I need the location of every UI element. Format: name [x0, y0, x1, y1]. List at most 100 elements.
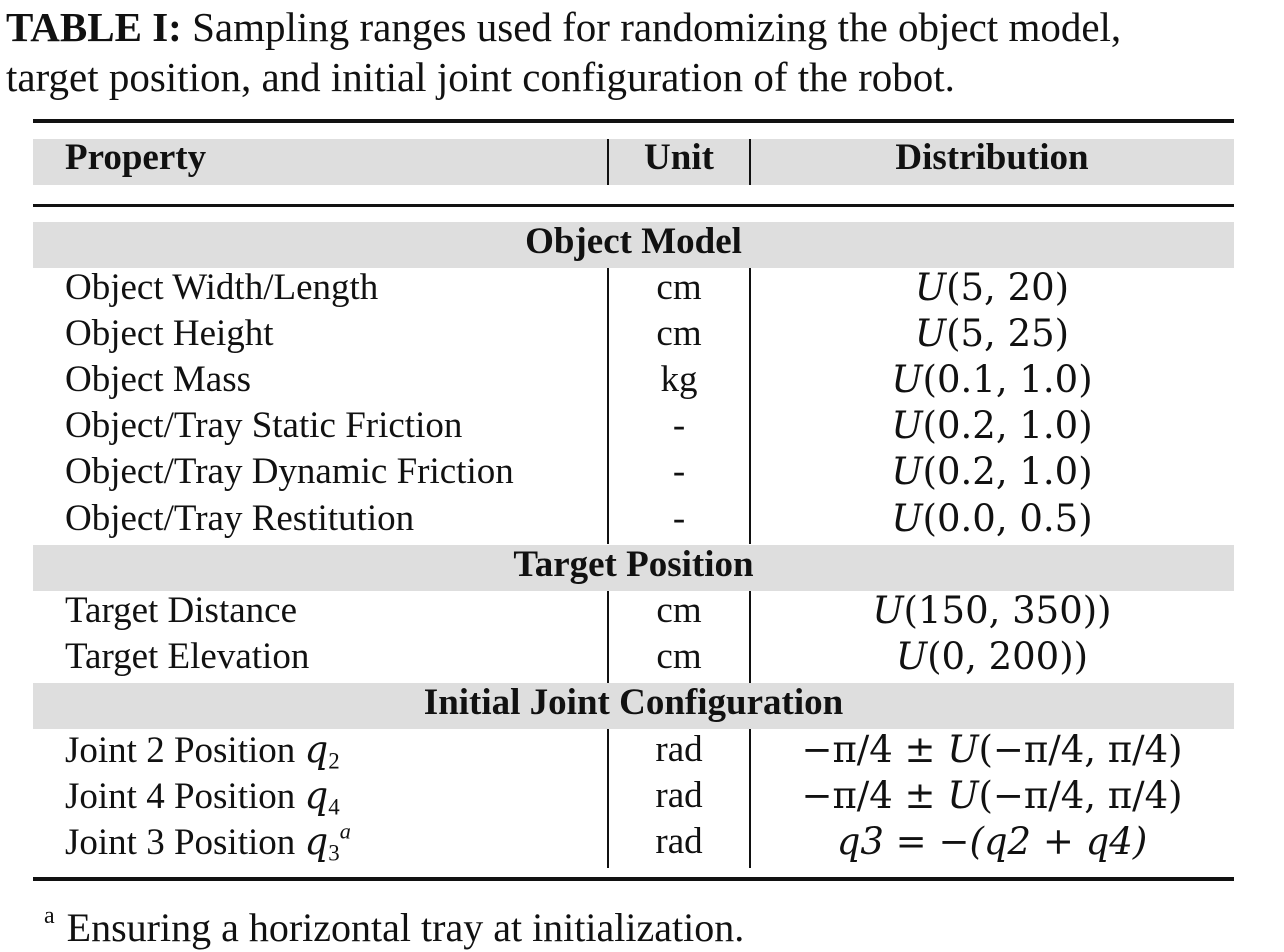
header-divider-1: [607, 139, 609, 185]
table-row: Object/Tray Dynamic Friction - U(0.2, 1.…: [33, 449, 1234, 495]
caption-label: TABLE I:: [6, 4, 182, 50]
cell-unit: rad: [655, 775, 703, 816]
table-caption: TABLE I: Sampling ranges used for random…: [6, 2, 1282, 102]
table-row: Object Width/Length cm U(5, 20): [33, 265, 1234, 311]
footnote-mark: a: [44, 903, 55, 929]
cell-property: Object Mass: [65, 359, 251, 400]
header-distribution: Distribution: [895, 137, 1089, 178]
caption-line-2: target position, and initial joint confi…: [6, 54, 955, 100]
uniform-symbol: U: [895, 635, 928, 678]
cell-property: Object Width/Length: [65, 267, 379, 308]
distribution-prefix: −π/4 ±: [801, 774, 948, 817]
section-title: Target Position: [513, 544, 754, 585]
joint-subscript: 3: [328, 840, 340, 866]
header-row: Property Unit Distribution: [33, 135, 1234, 181]
column-divider-2: [749, 591, 751, 683]
table-row: Object/Tray Restitution - U(0.0, 0.5): [33, 496, 1234, 542]
property-text: Joint 3 Position: [65, 822, 296, 863]
cell-distribution: U(0, 200)): [750, 634, 1234, 680]
distribution-prefix: −π/4 ±: [801, 728, 948, 771]
table-row: Joint 4 Position q4 rad −π/4 ± U(−π/4, π…: [33, 773, 1234, 819]
table-row: Target Elevation cm U(0, 200)): [33, 634, 1234, 680]
cell-distribution: U(0.0, 0.5): [750, 496, 1234, 542]
cell-distribution: U(0.2, 1.0): [750, 403, 1234, 449]
header-divider-2: [749, 139, 751, 185]
cell-property: Object Height: [65, 313, 274, 354]
cell-unit: -: [672, 451, 686, 492]
section-title-initial-joint-configuration: Initial Joint Configuration: [33, 680, 1234, 726]
uniform-symbol: U: [891, 358, 923, 401]
uniform-symbol: U: [914, 266, 947, 309]
header-property: Property: [65, 137, 207, 178]
section-title-target-position: Target Position: [33, 542, 1234, 588]
section-shading-target-position: [33, 545, 1234, 591]
column-divider-2: [749, 729, 751, 868]
cell-unit: -: [672, 498, 686, 539]
top-rule: [33, 119, 1234, 123]
table-row: Joint 2 Position q2 rad −π/4 ± U(−π/4, π…: [33, 727, 1234, 773]
joint-symbol: q: [304, 774, 329, 817]
section-title: Initial Joint Configuration: [423, 682, 844, 723]
uniform-symbol: U: [947, 774, 979, 817]
section-shading-initial-joint-configuration: [33, 683, 1234, 729]
table-row: Target Distance cm U(150, 350)): [33, 588, 1234, 634]
column-divider-1: [607, 729, 609, 868]
cell-distribution: U(0.2, 1.0): [750, 449, 1234, 495]
cell-unit: cm: [656, 636, 702, 677]
table-row: Joint 3 Position q3a rad q3 = −(q2 + q4): [33, 819, 1234, 865]
column-divider-1: [607, 591, 609, 683]
footnote-marker: a: [339, 818, 351, 844]
property-text: Joint 2 Position: [65, 730, 296, 771]
cell-property: Object/Tray Restitution: [65, 498, 415, 539]
cell-property: Joint 3 Position q3a: [65, 819, 351, 865]
cell-unit: cm: [656, 267, 702, 308]
header-unit: Unit: [644, 137, 714, 178]
table-row: Object Height cm U(5, 25): [33, 311, 1234, 357]
section-title: Object Model: [525, 221, 742, 262]
column-divider-2: [749, 268, 751, 544]
cell-distribution: −π/4 ± U(−π/4, π/4): [750, 773, 1234, 819]
cell-property: Target Elevation: [65, 636, 310, 677]
cell-unit: rad: [655, 729, 703, 770]
distribution-args: (0.2, 1.0): [922, 404, 1093, 447]
table-row: Object/Tray Static Friction - U(0.2, 1.0…: [33, 403, 1234, 449]
table-row: Object Mass kg U(0.1, 1.0): [33, 357, 1234, 403]
distribution-args: (5, 25): [946, 312, 1070, 355]
cell-distribution: U(150, 350)): [750, 588, 1234, 634]
cell-unit: cm: [656, 590, 702, 631]
distribution-args: (−π/4, π/4): [978, 774, 1183, 817]
cell-unit: -: [672, 405, 686, 446]
mid-rule: [33, 204, 1234, 207]
distribution-args: (0, 200)): [927, 635, 1089, 678]
caption-text-1: Sampling ranges used for randomizing the…: [192, 4, 1122, 50]
distribution-args: (150, 350)): [903, 589, 1112, 632]
cell-distribution: U(5, 25): [750, 311, 1234, 357]
bottom-rule: [33, 877, 1234, 881]
cell-distribution: −π/4 ± U(−π/4, π/4): [750, 727, 1234, 773]
cell-unit: rad: [655, 821, 703, 862]
cell-distribution: q3 = −(q2 + q4): [836, 820, 1148, 863]
footnote-text: Ensuring a horizontal tray at initializa…: [66, 905, 745, 950]
caption-line-1: TABLE I: Sampling ranges used for random…: [6, 2, 1282, 52]
cell-distribution: U(5, 20): [750, 265, 1234, 311]
uniform-symbol: U: [914, 312, 947, 355]
distribution-args: (0.2, 1.0): [922, 450, 1093, 493]
cell-unit: kg: [660, 359, 698, 400]
column-divider-1: [607, 268, 609, 544]
section-title-object-model: Object Model: [33, 219, 1234, 265]
distribution-args: (0.0, 0.5): [922, 497, 1093, 540]
cell-property: Object/Tray Dynamic Friction: [65, 451, 514, 492]
cell-property: Joint 2 Position q2: [65, 727, 340, 773]
uniform-symbol: U: [891, 404, 923, 447]
header-shading: [33, 139, 1234, 185]
joint-symbol: q: [304, 820, 329, 863]
cell-distribution: U(0.1, 1.0): [750, 357, 1234, 403]
uniform-symbol: U: [891, 497, 923, 540]
uniform-symbol: U: [872, 589, 904, 632]
distribution-args: (0.1, 1.0): [922, 358, 1093, 401]
table-footnote: a Ensuring a horizontal tray at initializ…: [44, 892, 744, 952]
uniform-symbol: U: [947, 728, 979, 771]
uniform-symbol: U: [891, 450, 923, 493]
distribution-args: (5, 20): [946, 266, 1070, 309]
property-text: Joint 4 Position: [65, 776, 296, 817]
